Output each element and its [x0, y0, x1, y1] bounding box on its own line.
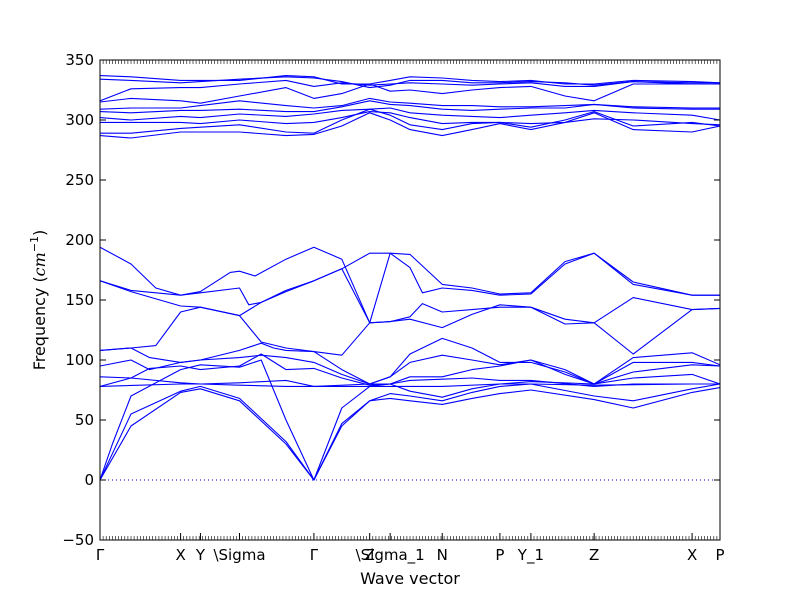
y-tick-label: −50 — [62, 531, 94, 549]
branch-line-2 — [100, 383, 720, 481]
y-tick-label: 100 — [65, 351, 94, 369]
branch-line-9 — [100, 303, 720, 356]
x-tick-label: \Sigma_1 — [356, 546, 425, 565]
branch-line-10 — [100, 268, 720, 329]
y-tick-label: 150 — [65, 291, 94, 309]
branch-line-11 — [100, 252, 720, 306]
x-tick-label: Y — [195, 546, 206, 564]
x-tick-label: \Sigma — [213, 546, 265, 564]
branch-line-22 — [100, 75, 720, 85]
branch-line-3 — [100, 359, 720, 481]
plot-frame — [99, 59, 721, 541]
series-layer — [100, 75, 720, 481]
branch-line-1 — [100, 387, 720, 481]
x-tick-label: Z — [589, 546, 599, 564]
branch-line-8 — [100, 337, 720, 385]
x-tick-label: Y_1 — [517, 546, 544, 565]
y-tick-label: 350 — [65, 51, 94, 69]
y-ticks: −50 0 50 100 150 200 250 300 350 — [62, 51, 720, 549]
x-tick-label: N — [437, 546, 448, 564]
y-tick-label: 50 — [75, 411, 94, 429]
branch-line-5 — [100, 377, 720, 387]
branch-line-18 — [100, 97, 720, 110]
y-tick-label: 0 — [84, 471, 94, 489]
branch-line-16 — [100, 107, 720, 121]
y-tick-label: 300 — [65, 111, 94, 129]
branch-line-21 — [100, 76, 720, 89]
x-tick-label: Γ — [310, 546, 319, 564]
x-tick-label: Γ — [96, 546, 105, 564]
branch-line-6 — [100, 353, 720, 386]
x-tick-label: X — [175, 546, 185, 564]
branch-line-12 — [100, 246, 720, 324]
y-tick-label: 200 — [65, 231, 94, 249]
x-tick-label: P — [495, 546, 504, 564]
branch-line-15 — [100, 111, 720, 126]
x-tick-label: P — [715, 546, 724, 564]
branch-line-7 — [100, 354, 720, 385]
y-tick-label: 250 — [65, 171, 94, 189]
branch-line-20 — [100, 79, 720, 102]
branch-line-13 — [100, 112, 720, 139]
x-tick-label: Z — [365, 546, 375, 564]
branch-line-19 — [100, 83, 720, 104]
x-axis-title: Wave vector — [360, 569, 460, 588]
y-axis-title: Frequency (cm−1) — [28, 230, 49, 371]
x-ticks: Γ X Y \Sigma Γ Z\Sigma_1 N P Y_1 Z X P — [96, 60, 725, 565]
branch-line-14 — [100, 108, 720, 134]
x-tick-label: X — [687, 546, 697, 564]
